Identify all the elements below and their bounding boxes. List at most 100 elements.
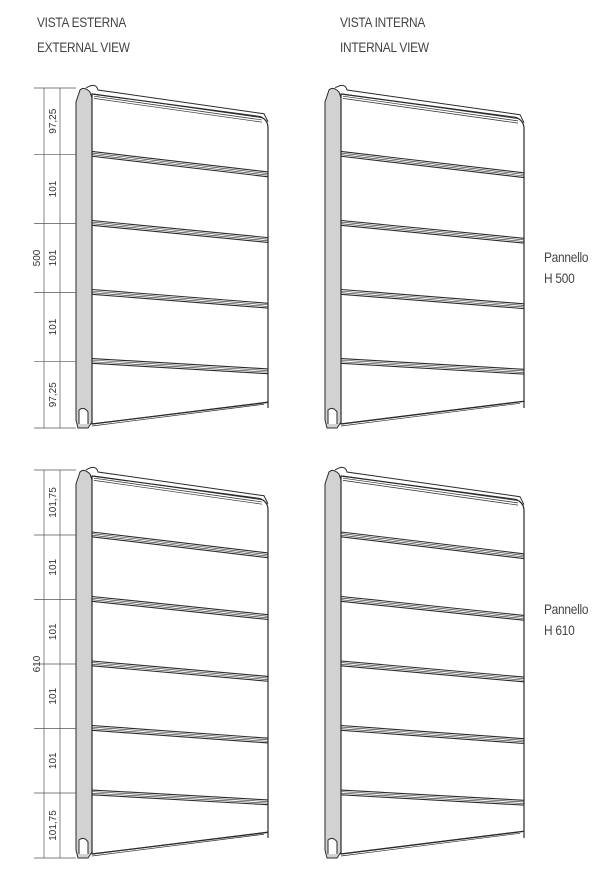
groove-line [91,662,269,679]
groove-line [340,595,525,616]
groove-line [340,361,525,373]
groove-line [91,219,269,239]
groove-line [340,724,525,740]
top-rib [342,98,519,124]
groove-line [91,361,269,373]
groove-line [340,791,525,803]
external-view-title-en: EXTERNAL VIEW [37,39,130,55]
groove-line [340,362,525,375]
bottom-edge [340,830,525,855]
top-rib [93,475,263,501]
segment-dimension-label: 97,25 [48,382,59,407]
panel-label-h610-line2: H 610 [544,622,575,638]
panel-label-h610: Pannello H 610 [544,599,589,641]
side-profile [324,469,342,859]
groove-line [91,663,269,680]
groove-line [91,792,269,804]
bottom-hook [327,837,338,854]
groove-line [340,792,525,804]
top-rib [342,93,519,120]
groove-line [340,150,525,174]
groove-line [340,597,525,618]
groove-line [91,595,269,616]
side-profile [75,469,93,859]
side-profile [324,87,342,429]
groove-line [91,154,269,176]
groove-line [91,599,269,619]
groove-line [340,726,525,741]
groove-line [91,223,269,242]
dimensions-h500: 97,25 101 101 101 97,25 500 [32,87,76,429]
panel-label-h610-line1: Pannello [544,601,589,617]
groove-line [340,155,525,179]
groove-line [91,789,269,801]
top-rib [93,98,263,123]
segment-dimension-label: 101,75 [48,810,59,841]
bottom-edge-inner [340,402,521,427]
top-lip [334,466,525,505]
groove-line [340,357,525,370]
groove-line [340,292,525,308]
groove-line [91,665,269,682]
top-rib [93,477,263,503]
groove-line [91,150,269,173]
groove-line [91,728,269,742]
panel-label-h500: Pannello H 500 [544,247,589,289]
groove-line [91,533,269,555]
top-rib [342,477,519,504]
top-lip [85,84,269,122]
top-rib [93,95,263,121]
panel-internal-view-h610 [324,466,525,859]
side-profile [75,87,93,429]
segment-dimension-label: 97,25 [48,108,59,133]
groove-line [340,534,525,558]
bottom-edge-inner [91,833,265,857]
groove-line [340,290,525,306]
panel-face [340,93,525,425]
panel-external-view-h500 [75,84,269,429]
groove-line [91,359,269,371]
groove-line [91,292,269,307]
groove-line [340,293,525,310]
segment-dimension-label: 101 [48,623,59,640]
segment-dimension-label: 101 [48,249,59,266]
top-rib [93,93,263,119]
total-dimension-label: 500 [32,249,43,266]
panel-internal-view-h500 [324,84,525,429]
bottom-edge [340,400,525,425]
groove-line [340,221,525,241]
groove-line [340,152,525,175]
groove-line [340,224,525,244]
groove-line [340,531,525,555]
top-rib [93,480,263,505]
top-rib [342,95,519,122]
groove-line [340,728,525,743]
groove-line [91,726,269,741]
external-view-title-it: VISTA ESTERNA [37,14,127,30]
bottom-edge-inner [340,832,521,857]
groove-line [91,791,269,802]
groove-line [340,789,525,801]
internal-view-title-en: INTERNAL VIEW [340,39,429,55]
groove-line [340,536,525,560]
groove-line [340,288,525,305]
groove-line [91,362,269,375]
top-rib [342,475,519,502]
segment-dimension-label: 101 [48,752,59,769]
bottom-edge [91,831,269,855]
segment-dimension-label: 101 [48,687,59,704]
groove-line [91,221,269,240]
groove-line [340,729,525,745]
segment-dimension-label: 101 [48,558,59,575]
panel-external-view-h610 [75,466,269,859]
groove-line [340,154,525,177]
panel-face [91,93,269,425]
groove-line [91,660,269,677]
segment-dimension-label: 101 [48,318,59,335]
panel-label-h500-line1: Pannello [544,249,589,265]
groove-line [91,224,269,243]
bottom-hook [78,407,89,424]
groove-line [340,662,525,679]
total-dimension-label: 610 [32,655,43,672]
groove-line [340,794,525,806]
